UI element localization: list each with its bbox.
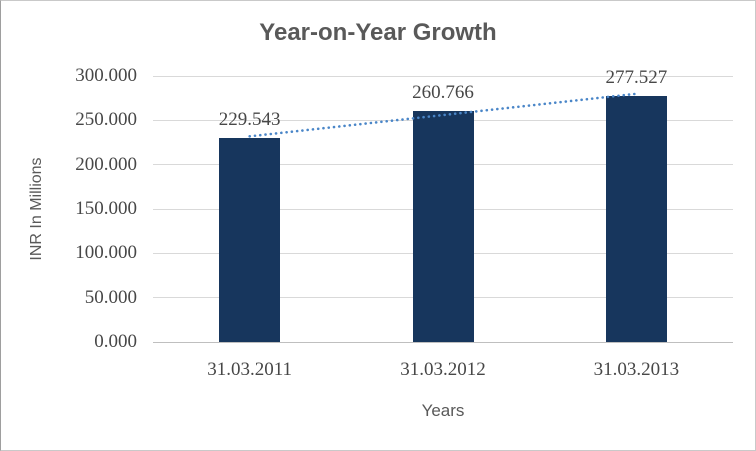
gridline [153, 75, 733, 77]
bar-31.03.2011 [219, 138, 281, 342]
chart-title: Year-on-Year Growth [259, 19, 497, 46]
x-tick-label: 31.03.2011 [207, 359, 293, 380]
y-tick-label: 150.000 [75, 198, 137, 219]
y-tick-label: 100.000 [75, 242, 137, 264]
y-tick-label: 250.000 [75, 109, 137, 131]
y-tick-label: 200.000 [75, 153, 137, 175]
data-label: 260.766 [412, 81, 474, 103]
y-tick-label: 300.000 [75, 65, 137, 86]
x-tick-label: 31.03.2013 [593, 359, 680, 380]
trendline [248, 92, 638, 138]
data-label: 277.527 [605, 66, 668, 88]
bar-31.03.2012 [412, 110, 474, 342]
data-label: 229.543 [218, 109, 281, 131]
plot-area: 229.543 31.03.2011 260.766 31.03.2012 277.52… [153, 67, 733, 380]
x-tick-label: 31.03.2012 [400, 359, 486, 380]
y-tick-label: 50.000 [84, 286, 137, 308]
x-axis-line [153, 341, 733, 343]
bar-31.03.2013 [605, 95, 667, 342]
x-axis-title: Years [421, 401, 465, 420]
y-tick-label: 0.000 [94, 331, 137, 352]
